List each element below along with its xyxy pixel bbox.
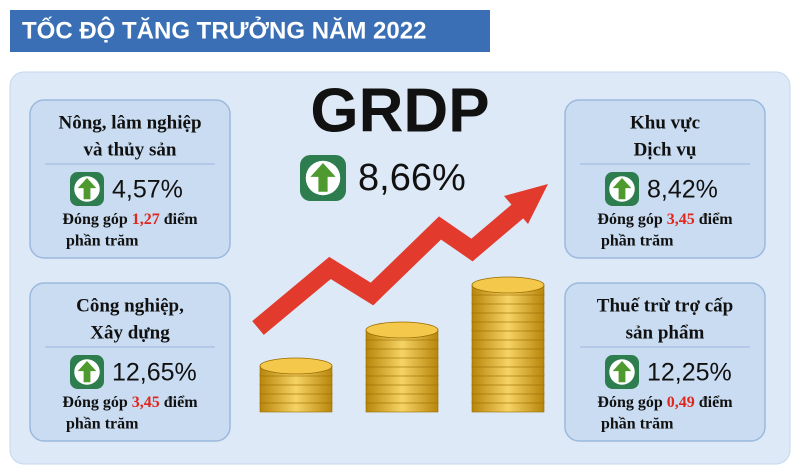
sector-name: Thuế trừ trợ cấp xyxy=(597,295,733,316)
coin xyxy=(365,347,439,359)
coin xyxy=(471,392,545,404)
sector-card: Nông, lâm nghiệp và thủy sản 4,57% Đóng góp… xyxy=(29,99,231,259)
card-bg xyxy=(564,282,766,442)
coin xyxy=(471,311,545,323)
contribution: Đóng góp 0,49 điểm xyxy=(597,394,733,411)
coin xyxy=(259,401,333,413)
coin xyxy=(471,401,545,413)
coin xyxy=(365,392,439,404)
contribution-prefix: Đóng góp xyxy=(62,211,127,228)
contribution-value: 0,49 xyxy=(667,394,695,411)
coin-top xyxy=(259,357,333,375)
sector-growth: 12,25% xyxy=(647,359,732,387)
decoration xyxy=(252,184,548,413)
card-bg xyxy=(564,99,766,259)
up-icon xyxy=(605,172,639,206)
sector-name: Nông, lâm nghiệp xyxy=(58,112,201,133)
coin xyxy=(471,347,545,359)
grdp-label: GRDP xyxy=(310,76,489,145)
coin xyxy=(365,338,439,350)
coin xyxy=(259,374,333,386)
sector-name: Dịch vụ xyxy=(634,139,697,160)
coin xyxy=(365,356,439,368)
coin-top xyxy=(471,276,545,294)
sector-name: và thủy sản xyxy=(84,139,177,160)
contribution-suffix: điểm xyxy=(164,211,198,228)
coin xyxy=(471,293,545,305)
up-icon xyxy=(70,355,104,389)
contribution-value: 3,45 xyxy=(667,211,695,228)
contribution: Đóng góp 1,27 điểm xyxy=(62,211,198,228)
coin xyxy=(471,356,545,368)
contribution-suffix: điểm xyxy=(699,211,733,228)
coin xyxy=(471,365,545,377)
sector-card: Thuế trừ trợ cấp sản phẩm 12,25% Đóng góp 0… xyxy=(564,282,766,442)
arrow-head xyxy=(504,184,548,224)
sector-growth: 4,57% xyxy=(112,176,183,204)
grdp-growth: 8,66% xyxy=(358,157,466,199)
sector-growth: 12,65% xyxy=(112,359,197,387)
contribution-suffix: phần trăm xyxy=(66,416,139,433)
coin xyxy=(259,392,333,404)
contribution-prefix: Đóng góp xyxy=(597,211,662,228)
coin xyxy=(471,329,545,341)
contribution-suffix: phần trăm xyxy=(601,416,674,433)
sector-growth: 8,42% xyxy=(647,176,718,204)
card-bg xyxy=(29,282,231,442)
sector-name: Khu vực xyxy=(630,112,700,133)
coin xyxy=(471,383,545,395)
coin xyxy=(365,401,439,413)
contribution-prefix: Đóng góp xyxy=(62,394,127,411)
sector-name: sản phẩm xyxy=(626,322,705,343)
up-icon xyxy=(605,355,639,389)
coin xyxy=(365,374,439,386)
coin xyxy=(471,320,545,332)
title-bar xyxy=(10,10,490,52)
sector-name: Xây dựng xyxy=(90,322,170,343)
coin xyxy=(365,365,439,377)
sector-card: Khu vực Dịch vụ 8,42% Đóng góp 3,45 điểm phầ… xyxy=(564,99,766,259)
sector-card: Công nghiệp, Xây dựng 12,65% Đóng góp 3,45 … xyxy=(29,282,231,442)
contribution-suffix: phần trăm xyxy=(66,233,139,250)
coin xyxy=(471,302,545,314)
coin xyxy=(471,338,545,350)
up-icon xyxy=(70,172,104,206)
title: TỐC ĐỘ TĂNG TRƯỞNG NĂM 2022 xyxy=(22,15,426,44)
contribution-suffix: điểm xyxy=(164,394,198,411)
coin-top xyxy=(365,321,439,339)
up-icon xyxy=(300,155,346,201)
coin xyxy=(471,374,545,386)
coin xyxy=(365,383,439,395)
contribution-prefix: Đóng góp xyxy=(597,394,662,411)
trend-arrow xyxy=(252,198,531,335)
contribution: Đóng góp 3,45 điểm xyxy=(597,211,733,228)
contribution: Đóng góp 3,45 điểm xyxy=(62,394,198,411)
contribution-suffix: phần trăm xyxy=(601,233,674,250)
card-bg xyxy=(29,99,231,259)
coin xyxy=(259,383,333,395)
contribution-suffix: điểm xyxy=(699,394,733,411)
contribution-value: 3,45 xyxy=(132,394,160,411)
contribution-value: 1,27 xyxy=(132,211,160,228)
sector-name: Công nghiệp, xyxy=(76,295,184,316)
